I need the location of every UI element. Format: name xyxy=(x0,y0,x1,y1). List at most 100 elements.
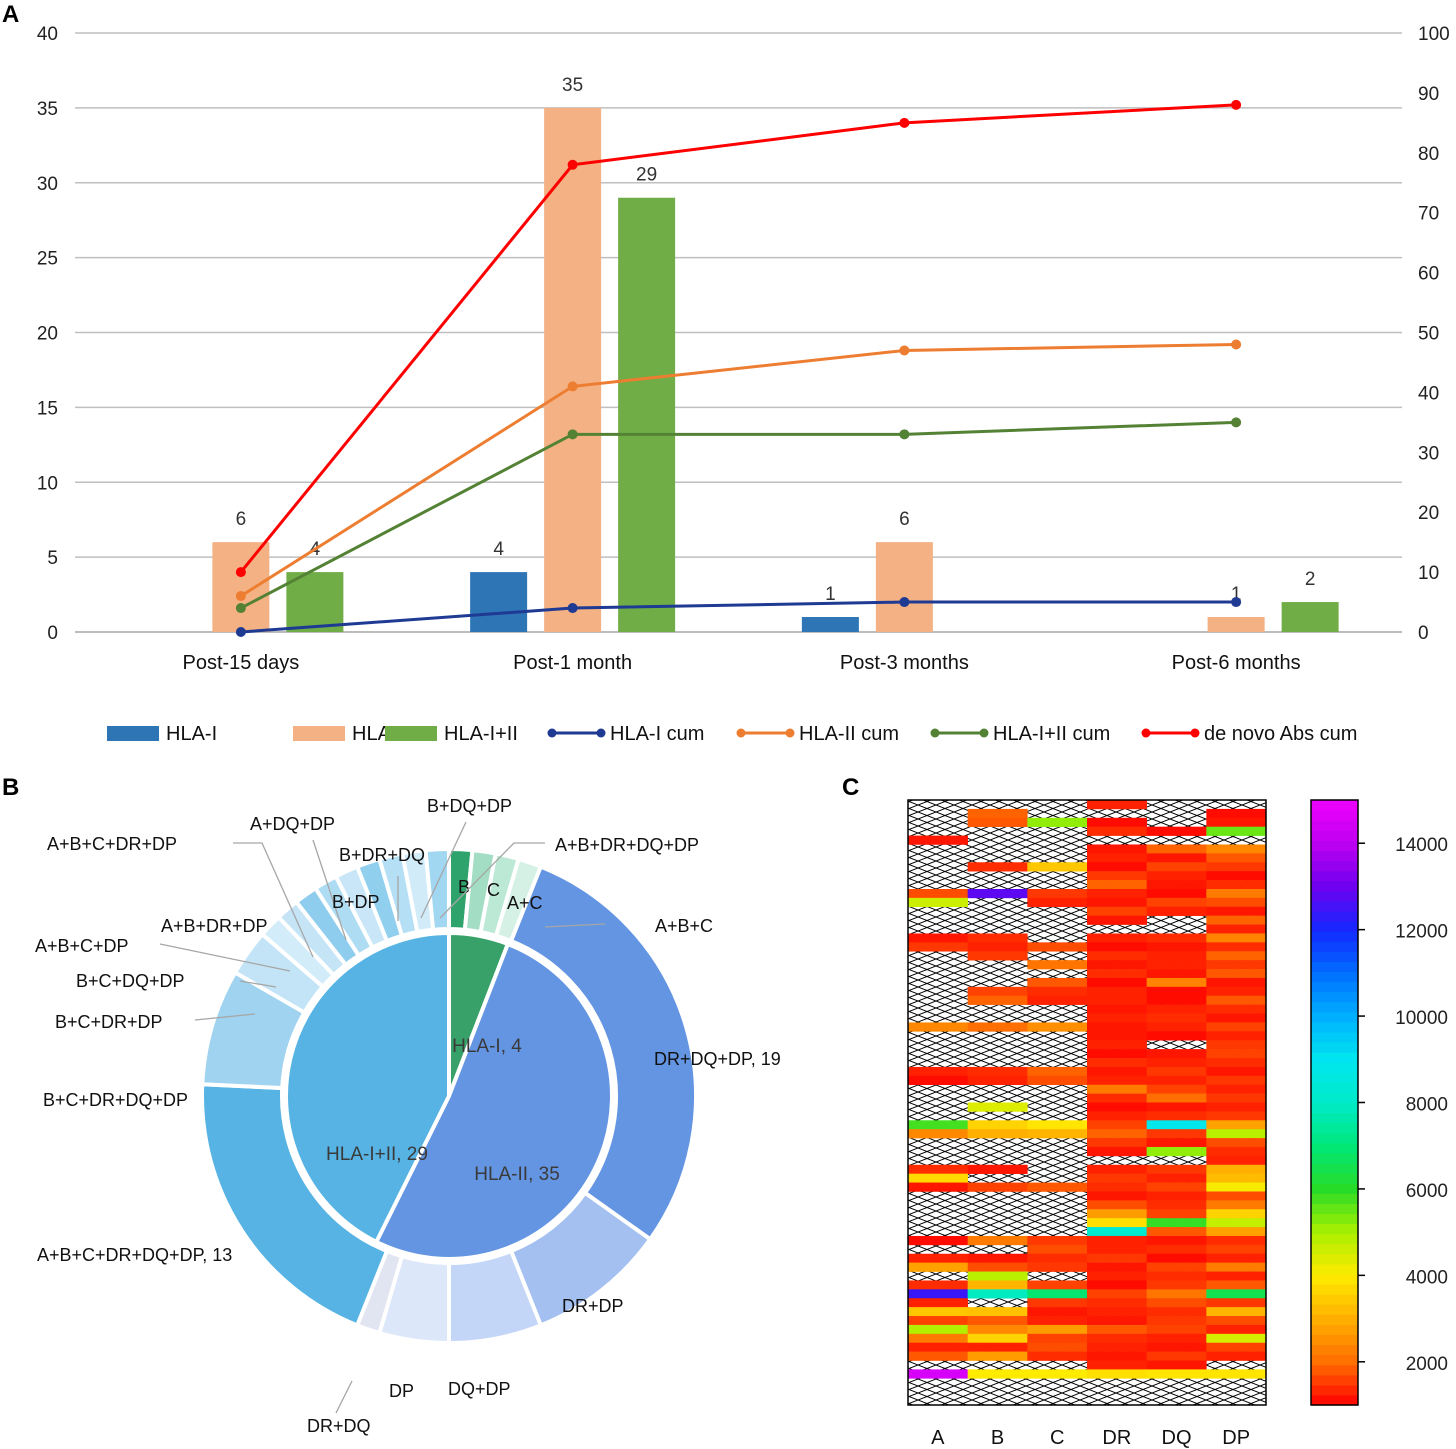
heatmap-cell-r5-dq xyxy=(1146,844,1207,854)
heatmap-cell-r56-dr xyxy=(1087,1298,1147,1308)
heatmap-cell-r8-dr xyxy=(1087,871,1147,881)
heatmap-cell-r36-c xyxy=(1027,1120,1088,1130)
heatmap-cell-r50-dr xyxy=(1087,1244,1147,1255)
heatmap-cell-r26-dp xyxy=(1206,1031,1267,1041)
heatmap-cell-r41-a xyxy=(908,1164,968,1174)
heatmap-cell-r5-dr xyxy=(1087,844,1147,854)
colorbar-segment xyxy=(1311,1011,1358,1023)
heatmap-cell-r20-dr xyxy=(1087,977,1147,988)
y-right-tick-30: 30 xyxy=(1418,443,1439,464)
heatmap-cell-r27-dr xyxy=(1087,1040,1147,1050)
heatmap-cell-r60-b xyxy=(967,1333,1028,1344)
heatmap-cell-r40-dp xyxy=(1206,1155,1267,1166)
heatmap-cell-r33-dq xyxy=(1146,1093,1207,1103)
heatmap-cell-r10-dp xyxy=(1206,888,1267,899)
y-right-tick-60: 60 xyxy=(1418,264,1439,285)
colorbar-segment xyxy=(1311,1263,1358,1275)
line-de-novo-abs-cum xyxy=(239,103,1237,574)
heatmap-cell-r10-dr xyxy=(1087,888,1147,899)
point-hla-i-cum-post-1-month xyxy=(567,603,578,614)
outer-label-b-c-dq-dp: B+C+DQ+DP xyxy=(76,971,185,991)
heatmap-cell-r18-dr xyxy=(1087,960,1147,970)
heatmap-column-label-a: A xyxy=(931,1427,945,1449)
heatmap-cell-r35-dr xyxy=(1087,1111,1147,1121)
leader-line-a-b-dr-dq-dp xyxy=(439,842,545,919)
colorbar-segment xyxy=(1311,1102,1358,1114)
point-hla-ii-cum-post-6-months xyxy=(1231,339,1242,350)
colorbar-segment xyxy=(1311,860,1358,872)
heatmap-cell-r63-dq xyxy=(1146,1360,1207,1370)
heatmap-cell-r39-dr xyxy=(1087,1146,1147,1157)
heatmap-cell-r62-c xyxy=(1027,1351,1088,1361)
bar-hla-i-post-3-months xyxy=(801,617,859,632)
colorbar-segment xyxy=(1311,880,1358,892)
heatmap-cell-r61-a xyxy=(908,1342,968,1352)
colorbar-segment xyxy=(1311,1344,1358,1356)
heatmap-cell-r48-dr xyxy=(1087,1227,1147,1237)
colorbar-segment xyxy=(1311,1233,1358,1245)
colorbar-segment xyxy=(1311,1052,1358,1063)
colorbar-segment xyxy=(1311,1213,1358,1225)
colorbar-segment xyxy=(1311,810,1358,821)
panel-a-combo-chart: 0 5 10 15 20 25 30 35 40 0 10 20 30 40 50 60 70 80 90 100 Po… xyxy=(37,24,1450,745)
heatmap-cell-r58-c xyxy=(1027,1316,1088,1326)
heatmap-cell-r36-dq xyxy=(1146,1120,1207,1130)
legend-label-hla-i-cum: HLA-I cum xyxy=(610,723,704,745)
heatmap-cell-r17-dp xyxy=(1206,951,1267,961)
heatmap-cell-r43-c xyxy=(1027,1182,1088,1192)
heatmap-cell-r64-dp xyxy=(1206,1369,1267,1379)
heatmap-cell-r8-dq xyxy=(1146,871,1207,881)
heatmap-cell-r37-dp xyxy=(1206,1129,1267,1139)
heatmap-cell-r42-dp xyxy=(1206,1173,1267,1183)
heatmap-cell-r10-b xyxy=(967,888,1028,899)
heatmap-cell-r6-dr xyxy=(1087,853,1147,863)
point-hla-i-cum-post-3-months xyxy=(899,597,910,608)
y-right-tick-70: 70 xyxy=(1418,204,1439,225)
heatmap-cell-r41-dq xyxy=(1146,1164,1207,1174)
heatmap-cell-r16-a xyxy=(908,942,968,952)
heatmap-cell-r56-dp xyxy=(1206,1298,1267,1308)
outer-label-dq-dp: DQ+DP xyxy=(448,1379,511,1399)
colorbar-segment xyxy=(1311,840,1358,852)
heatmap-cell-r31-a xyxy=(908,1075,968,1086)
colorbar-segment xyxy=(1311,910,1358,922)
heatmap-cell-r64-c xyxy=(1027,1369,1088,1379)
heatmap-cell-r24-dp xyxy=(1206,1013,1267,1023)
colorbar-segment xyxy=(1311,981,1358,993)
heatmap-cell-r44-dq xyxy=(1146,1191,1207,1201)
heatmap-cell-r60-c xyxy=(1027,1333,1088,1344)
legend-dot-left-de-novo-abs-cum xyxy=(1141,728,1151,738)
outer-label-b-dp: B+DP xyxy=(332,892,380,912)
heatmap-cell-r7-b xyxy=(967,862,1028,872)
heatmap-cell-r43-a xyxy=(908,1182,968,1192)
heatmap-cell-r57-dq xyxy=(1146,1307,1207,1317)
heatmap-cell-r54-a xyxy=(908,1280,968,1290)
colorbar-segment xyxy=(1311,1062,1358,1073)
x-category-post-15-days: Post-15 days xyxy=(183,652,300,674)
point-de-novo-abs-cum-post-1-month xyxy=(567,159,578,170)
heatmap-cell-r59-dq xyxy=(1146,1324,1207,1335)
heatmap-cell-r56-c xyxy=(1027,1298,1088,1308)
outer-label-a-b-c-dp: A+B+C+DP xyxy=(35,936,129,956)
colorbar-segment xyxy=(1311,1384,1358,1396)
heatmap-cell-r64-dq xyxy=(1146,1369,1207,1379)
heatmap-cell-r23-dr xyxy=(1087,1004,1147,1014)
heatmap-cell-r43-b xyxy=(967,1182,1028,1192)
y-right-tick-10: 10 xyxy=(1418,563,1439,584)
point-hla-i-cum-post-15-days xyxy=(235,627,246,637)
heatmap-cell-r3-dr xyxy=(1087,826,1147,836)
heatmap-cell-r49-c xyxy=(1027,1235,1088,1246)
heatmap-cell-r61-dr xyxy=(1087,1342,1147,1352)
heatmap-cell-r64-dr xyxy=(1087,1369,1147,1379)
outer-label-a-b-dr-dp: A+B+DR+DP xyxy=(161,916,268,936)
heatmap-cell-r59-c xyxy=(1027,1324,1088,1335)
legend-label-hla-i-ii: HLA-I+II xyxy=(444,723,518,745)
data-label-hla-i-post-1-month: 4 xyxy=(493,539,504,560)
heatmap-cell-r57-b xyxy=(967,1307,1028,1317)
legend-dot-left-hla-ii-cum xyxy=(736,728,746,738)
heatmap-cell-r54-c xyxy=(1027,1280,1088,1290)
heatmap-cell-r17-dr xyxy=(1087,951,1147,961)
heatmap-cell-r28-dp xyxy=(1206,1049,1267,1059)
heatmap-cell-r54-dq xyxy=(1146,1280,1207,1290)
heatmap-cell-r10-c xyxy=(1027,888,1088,899)
